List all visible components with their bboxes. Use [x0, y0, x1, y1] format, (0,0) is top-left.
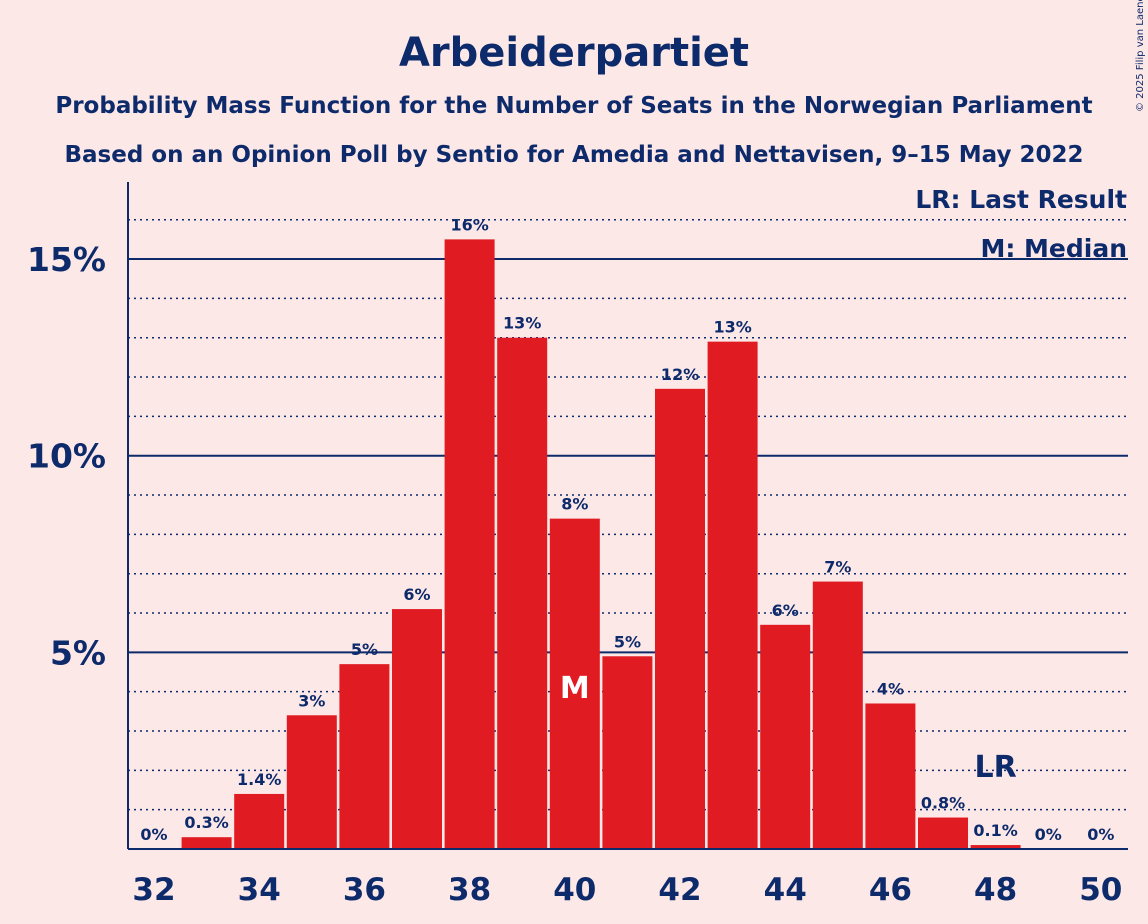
data-label-seats-40: 8%: [561, 495, 588, 514]
bar-seats-46: [865, 703, 916, 849]
data-labels: 0% 0.3% 1.4% 3% 5% 6% 16% 13% 8% 5% 12% 13% 6% 7% 4% 0.…: [140, 215, 1114, 844]
data-label-seats-42: 12%: [661, 365, 699, 384]
bar-seats-35: [286, 715, 337, 849]
chart-subtitle: Probability Mass Function for the Number…: [55, 93, 1092, 119]
bar-seats-45: [812, 581, 863, 849]
x-tick-label: 42: [658, 872, 701, 908]
data-label-seats-44: 6%: [772, 601, 799, 620]
markers: M LR: [560, 671, 1017, 785]
bar-seats-41: [602, 656, 653, 849]
x-tick-label: 48: [974, 872, 1017, 908]
copyright-notice: © 2025 Filip van Laenen: [1135, 0, 1146, 112]
data-label-seats-45: 7%: [824, 558, 851, 577]
x-tick-label: 50: [1079, 872, 1122, 908]
x-axis-ticks: 32 34 36 38 40 42 44 46 48 50: [132, 872, 1122, 908]
data-label-seats-36: 5%: [351, 640, 378, 659]
data-label-seats-38: 16%: [450, 215, 488, 234]
data-label-seats-35: 3%: [298, 691, 325, 710]
y-tick-label: 5%: [50, 633, 106, 672]
data-label-seats-48: 0.1%: [973, 821, 1017, 840]
y-tick-label: 15%: [27, 240, 106, 279]
data-label-seats-37: 6%: [403, 585, 430, 604]
bar-seats-34: [234, 793, 285, 849]
data-label-seats-41: 5%: [614, 632, 641, 651]
data-label-seats-39: 13%: [503, 314, 541, 333]
data-label-seats-46: 4%: [877, 679, 904, 698]
bar-seats-48: [970, 845, 1021, 849]
chart-subtitle-poll: Based on an Opinion Poll by Sentio for A…: [65, 142, 1084, 168]
bar-seats-33: [181, 837, 232, 849]
x-tick-label: 32: [132, 872, 175, 908]
x-tick-label: 46: [869, 872, 912, 908]
x-tick-label: 36: [343, 872, 386, 908]
bar-seats-40: [549, 518, 600, 849]
last-result-marker: LR: [974, 750, 1016, 785]
bar-seats-39: [497, 337, 548, 849]
x-tick-label: 44: [764, 872, 807, 908]
data-label-seats-47: 0.8%: [921, 794, 965, 813]
bar-seats-38: [444, 239, 495, 849]
legend-last-result: LR: Last Result: [915, 185, 1127, 214]
bar-seats-42: [655, 388, 705, 849]
data-label-seats-32: 0%: [140, 825, 167, 844]
bar-seats-47: [918, 817, 968, 849]
legend-median: M: Median: [980, 234, 1127, 263]
chart-title: Arbeiderpartiet: [399, 30, 749, 76]
bar-seats-37: [392, 609, 442, 849]
y-tick-label: 10%: [27, 437, 106, 476]
data-label-seats-33: 0.3%: [184, 813, 228, 832]
x-tick-label: 40: [553, 872, 596, 908]
bar-seats-44: [760, 624, 811, 849]
y-axis-ticks: 5% 10% 15%: [27, 240, 106, 672]
x-tick-label: 38: [448, 872, 491, 908]
x-tick-label: 34: [238, 872, 281, 908]
data-label-seats-49: 0%: [1035, 825, 1062, 844]
bars: [181, 239, 1021, 849]
data-label-seats-43: 13%: [713, 318, 751, 337]
bar-seats-43: [707, 341, 758, 849]
data-label-seats-50: 0%: [1087, 825, 1114, 844]
median-marker: M: [560, 671, 590, 706]
data-label-seats-34: 1.4%: [237, 770, 281, 789]
bar-seats-36: [339, 664, 390, 849]
